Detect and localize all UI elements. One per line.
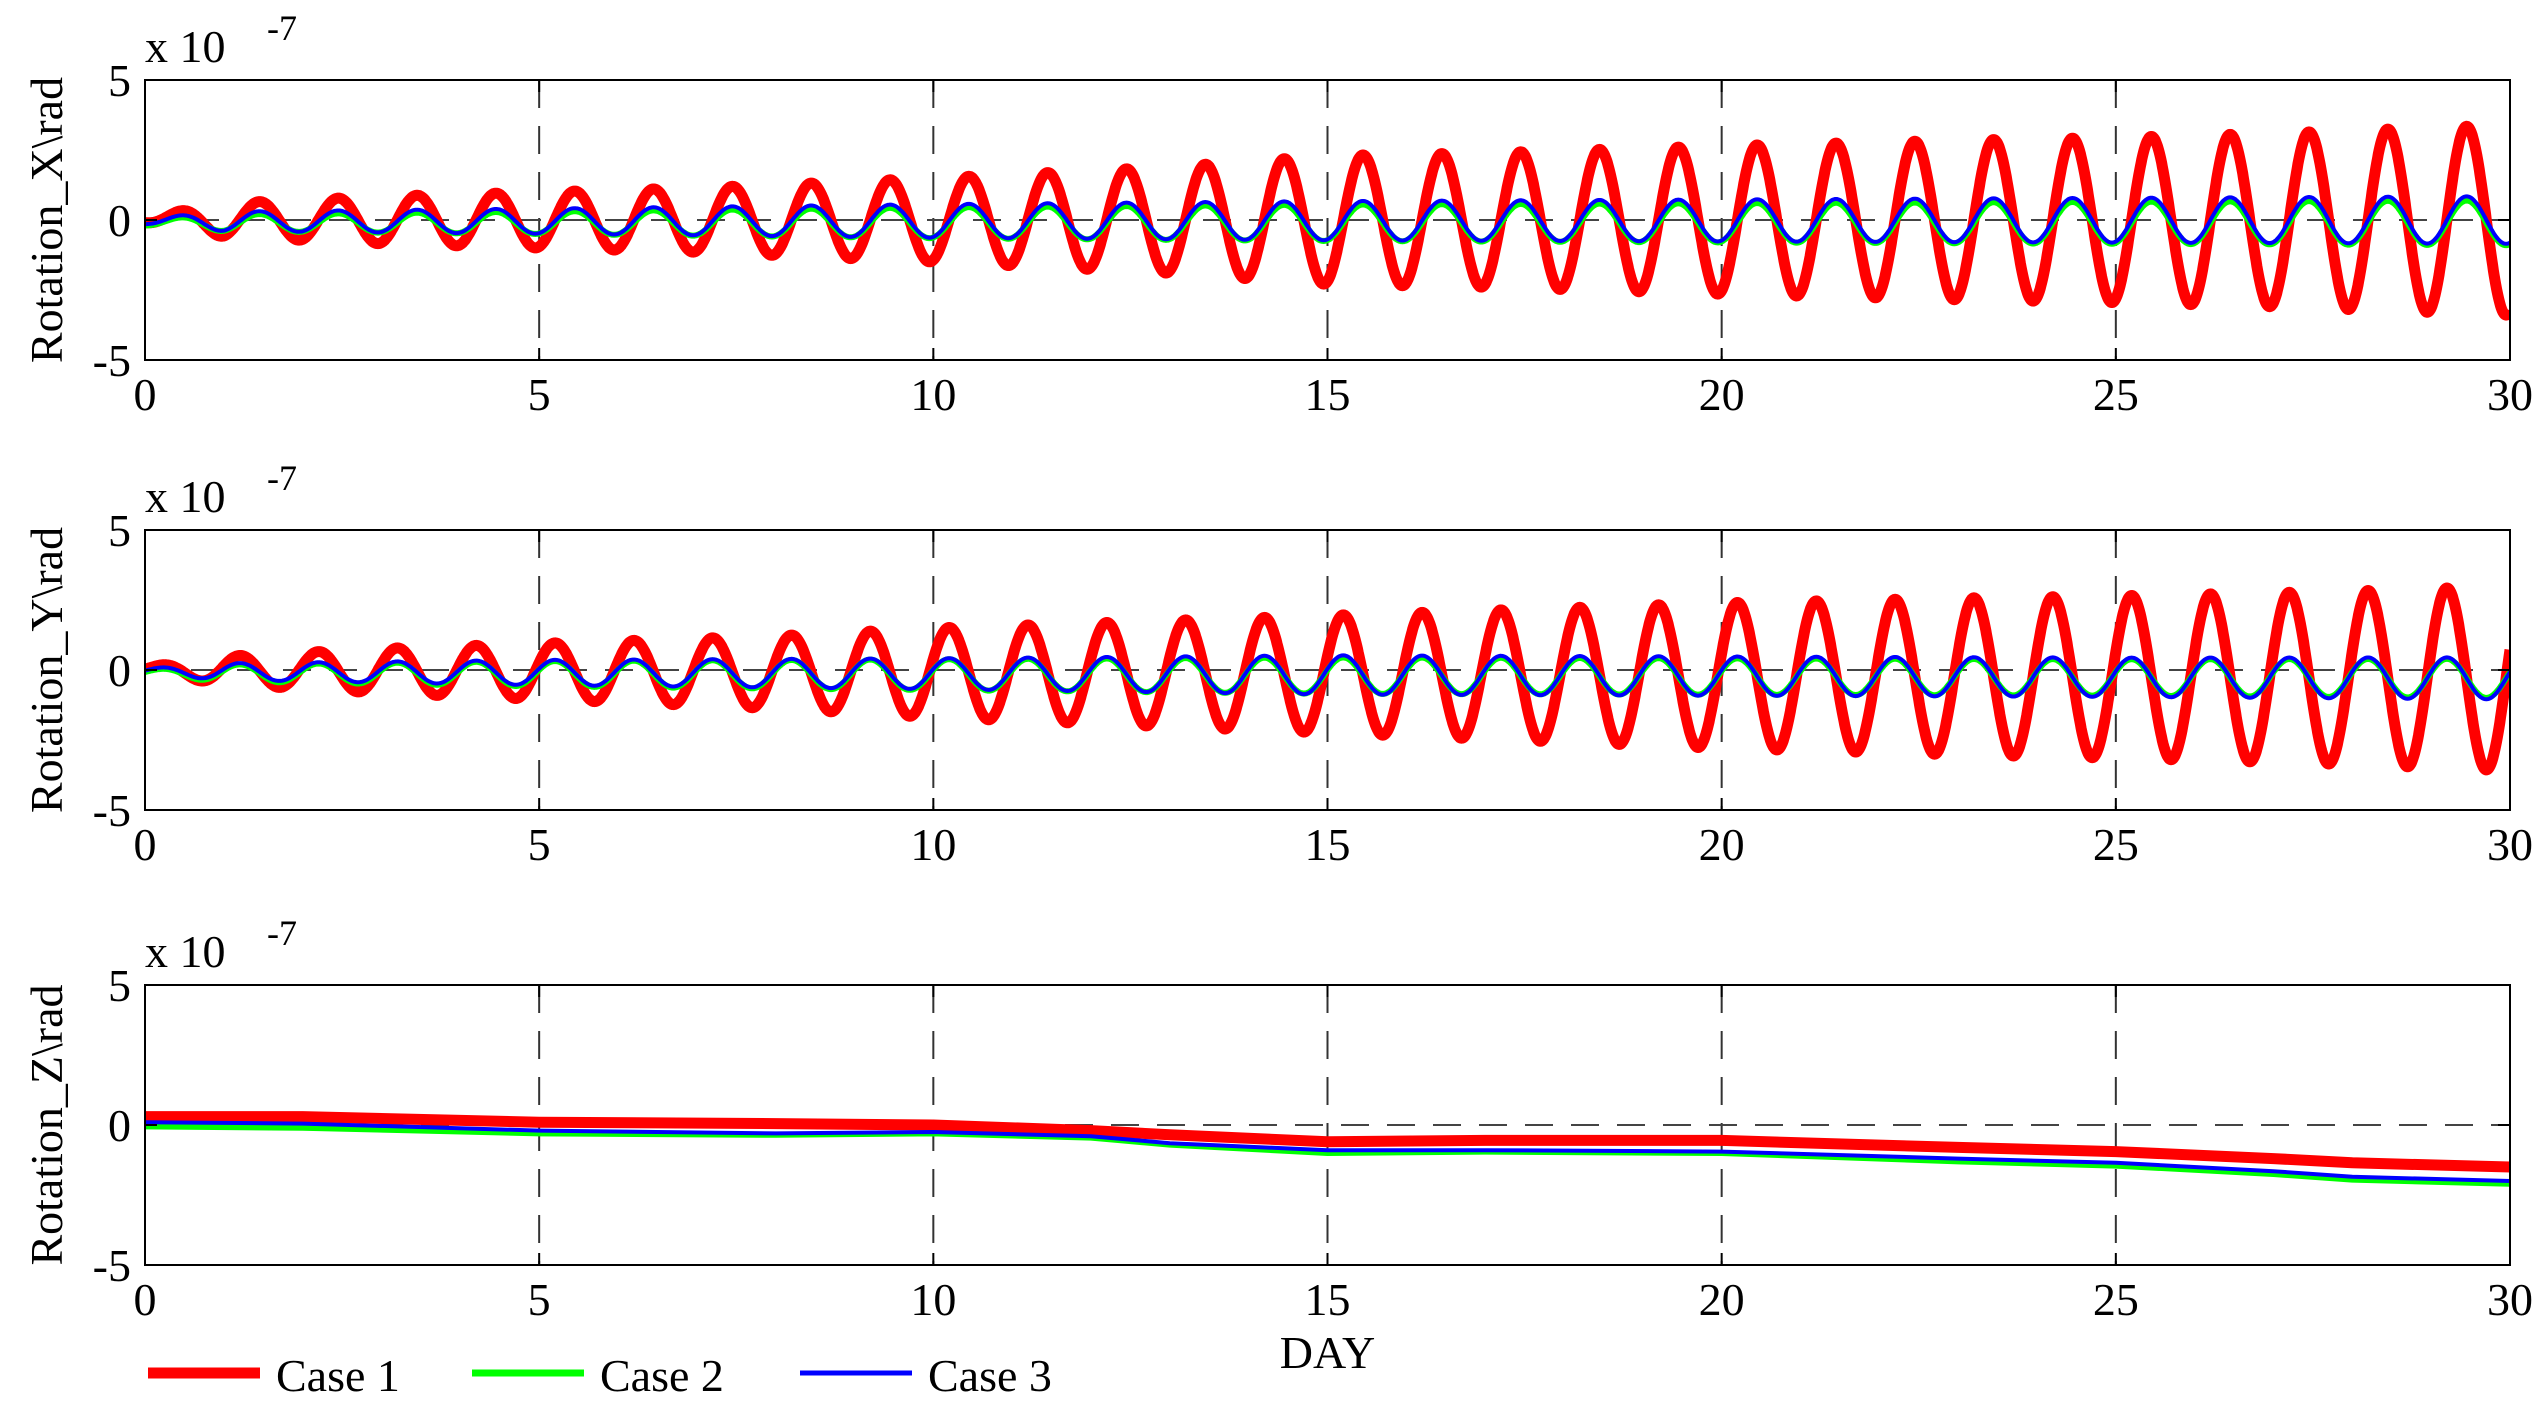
exponent-power: -7 — [267, 913, 297, 953]
exponent-label: x 10 — [145, 21, 226, 72]
y-tick-label: -5 — [93, 1240, 131, 1291]
series-line-case-1 — [145, 120, 2510, 321]
y-tick-label: 0 — [108, 195, 131, 246]
legend-label-2: Case 2 — [600, 1350, 724, 1401]
x-tick-label: 30 — [2487, 369, 2533, 420]
x-tick-label: 25 — [2093, 819, 2139, 870]
y-tick-label: 5 — [108, 960, 131, 1011]
y-tick-label: 5 — [108, 55, 131, 106]
x-tick-label: 10 — [910, 819, 956, 870]
y-axis-label: Rotation_Y\rad — [21, 527, 72, 813]
series-line-case-3 — [145, 1120, 2510, 1183]
series-line-case-1 — [145, 582, 2510, 776]
x-tick-label: 30 — [2487, 819, 2533, 870]
exponent-label: x 10 — [145, 926, 226, 977]
x-tick-label: 20 — [1699, 1274, 1745, 1325]
x-tick-label: 0 — [134, 369, 157, 420]
y-axis-label: Rotation_Z\rad — [21, 984, 72, 1265]
x-tick-label: 5 — [528, 1274, 551, 1325]
x-tick-label: 15 — [1305, 1274, 1351, 1325]
y-tick-label: 0 — [108, 1100, 131, 1151]
series-line-case-1 — [145, 1111, 2510, 1173]
x-tick-label: 25 — [2093, 1274, 2139, 1325]
x-tick-label: 10 — [910, 369, 956, 420]
x-tick-label: 20 — [1699, 819, 1745, 870]
x-tick-label: 5 — [528, 819, 551, 870]
x-tick-label: 0 — [134, 1274, 157, 1325]
y-tick-label: -5 — [93, 785, 131, 836]
x-tick-label: 10 — [910, 1274, 956, 1325]
legend: Case 1 Case 2 Case 3 — [148, 1350, 1052, 1401]
x-tick-label: 15 — [1305, 369, 1351, 420]
y-tick-label: -5 — [93, 335, 131, 386]
exponent-power: -7 — [267, 8, 297, 48]
y-axis-label: Rotation_X\rad — [21, 77, 72, 363]
x-tick-label: 25 — [2093, 369, 2139, 420]
x-tick-label: 20 — [1699, 369, 1745, 420]
legend-label-1: Case 1 — [276, 1350, 400, 1401]
x-axis-label: DAY — [1280, 1327, 1375, 1378]
y-tick-label: 0 — [108, 645, 131, 696]
exponent-label: x 10 — [145, 471, 226, 522]
x-tick-label: 15 — [1305, 819, 1351, 870]
series-line-case-3 — [145, 653, 2510, 702]
legend-label-3: Case 3 — [928, 1350, 1052, 1401]
x-tick-label: 0 — [134, 819, 157, 870]
x-tick-label: 30 — [2487, 1274, 2533, 1325]
exponent-power: -7 — [267, 458, 297, 498]
series-line-case-2 — [145, 1123, 2510, 1187]
x-tick-label: 5 — [528, 369, 551, 420]
series-line-case-3 — [145, 194, 2510, 246]
y-tick-label: 5 — [108, 505, 131, 556]
